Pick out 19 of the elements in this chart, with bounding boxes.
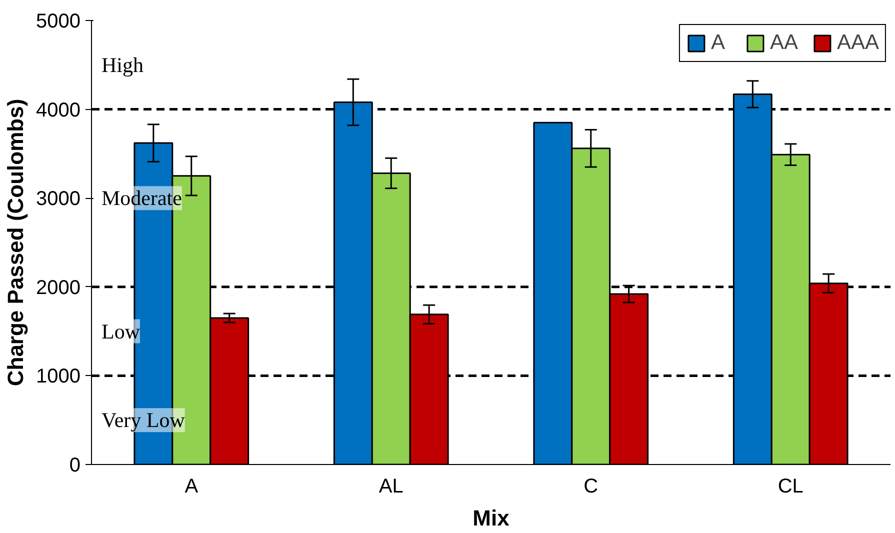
y-tick-label: 4000 bbox=[36, 99, 81, 122]
y-tick-label: 1000 bbox=[36, 366, 81, 388]
annotation: High bbox=[101, 52, 144, 77]
legend-label: AAA bbox=[836, 31, 879, 55]
annotation: Very Low bbox=[101, 408, 186, 432]
y-tick-label: 5000 bbox=[36, 10, 81, 32]
annotation: Low bbox=[101, 319, 141, 344]
x-tick-label: A bbox=[184, 476, 199, 498]
x-tick-label: CL bbox=[778, 476, 804, 498]
y-axis-title: Charge Passed (Coulombs) bbox=[3, 98, 28, 386]
y-tick-label: 2000 bbox=[36, 276, 81, 299]
x-tick-label: C bbox=[584, 476, 598, 498]
annotation: Moderate bbox=[101, 186, 182, 210]
x-axis-title: Mix bbox=[472, 506, 510, 530]
legend-label: A bbox=[710, 31, 726, 55]
x-tick-label: AL bbox=[378, 476, 404, 498]
y-tick-label: 3000 bbox=[36, 188, 81, 210]
legend-label: AA bbox=[770, 31, 798, 55]
y-tick-label: 0 bbox=[69, 454, 80, 476]
